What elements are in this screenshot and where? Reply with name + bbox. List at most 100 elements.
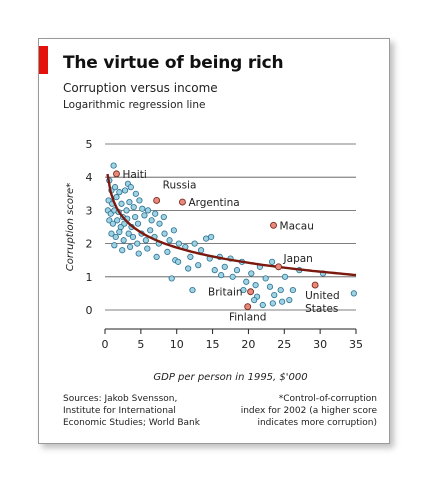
- data-point: [116, 228, 123, 236]
- data-point: [120, 237, 127, 244]
- chart-subtitle: Corruption versus income: [63, 81, 218, 95]
- x-tick-label: 15: [206, 338, 220, 351]
- data-point: [156, 220, 163, 227]
- data-point: [160, 213, 167, 221]
- highlighted-point: [113, 170, 120, 178]
- point-label: Haiti: [122, 169, 146, 181]
- data-point: [197, 247, 205, 254]
- data-point: [268, 258, 276, 265]
- data-point: [279, 298, 286, 305]
- data-point: [185, 265, 192, 272]
- data-point: [175, 258, 182, 265]
- data-point: [191, 240, 198, 247]
- data-point: [129, 233, 137, 241]
- highlighted-point: [179, 198, 186, 206]
- source-line: Sources: Jakob Svensson,: [63, 394, 178, 404]
- point-label: Finland: [229, 312, 267, 324]
- highlighted-point: [153, 196, 161, 204]
- data-point: [161, 230, 168, 237]
- data-point: [126, 199, 133, 206]
- data-point: [203, 235, 210, 242]
- y-axis-title: Corruption score*: [65, 183, 76, 271]
- data-point: [113, 194, 120, 201]
- data-point: [289, 286, 296, 294]
- source-line: Institute for International: [63, 406, 176, 416]
- data-point: [221, 263, 228, 270]
- data-point: [168, 275, 175, 282]
- point-label: Macau: [280, 220, 314, 232]
- data-point: [134, 240, 141, 247]
- data-point: [108, 230, 115, 237]
- y-tick-label: 3: [86, 204, 93, 217]
- y-tick-label: 1: [86, 271, 93, 284]
- data-point: [248, 270, 255, 277]
- data-point: [218, 272, 225, 279]
- data-point: [116, 189, 123, 196]
- data-point: [148, 217, 155, 224]
- data-point: [271, 291, 278, 299]
- data-point: [134, 220, 142, 227]
- y-tick-label: 4: [86, 171, 93, 184]
- data-point: [118, 200, 125, 207]
- data-point: [110, 162, 117, 169]
- data-point: [252, 282, 259, 289]
- y-tick-label: 5: [86, 138, 93, 151]
- data-point: [195, 262, 202, 269]
- source-line: Economic Studies; World Bank: [63, 418, 200, 428]
- highlighted-point: [244, 303, 252, 311]
- brand-tab: [39, 46, 48, 74]
- x-tick-label: 10: [170, 338, 184, 351]
- data-point: [135, 250, 142, 257]
- data-point: [266, 283, 274, 290]
- data-point: [111, 184, 119, 191]
- y-tick-label: 0: [86, 304, 93, 317]
- data-point: [114, 217, 121, 224]
- point-label: States: [305, 303, 338, 315]
- data-point: [262, 275, 269, 282]
- data-point: [121, 220, 128, 227]
- data-point: [281, 273, 289, 280]
- data-point: [240, 286, 247, 294]
- data-point: [277, 286, 284, 294]
- x-tick-label: 5: [137, 338, 144, 351]
- data-point: [350, 290, 357, 297]
- point-label: Britain: [208, 287, 243, 299]
- data-point: [259, 301, 266, 309]
- data-point: [208, 233, 215, 241]
- data-point: [269, 300, 276, 307]
- point-label: Argentina: [188, 197, 239, 209]
- highlighted-point: [311, 281, 319, 289]
- footnote: *Control-of-corruption index for 2002 (a…: [241, 393, 377, 429]
- data-point: [139, 205, 146, 212]
- highlighted-point: [275, 263, 282, 271]
- chart-title: The virtue of being rich: [63, 53, 284, 73]
- data-point: [211, 267, 218, 274]
- data-point: [127, 184, 134, 191]
- data-point: [144, 207, 152, 214]
- data-point: [121, 187, 129, 194]
- data-point: [123, 207, 130, 214]
- data-point: [132, 190, 139, 197]
- data-point: [142, 237, 149, 244]
- point-label: United: [305, 290, 340, 302]
- data-point: [189, 286, 196, 294]
- point-label: Japan: [283, 253, 313, 265]
- data-point: [132, 213, 139, 221]
- chart-card: The virtue of being rich Corruption vers…: [38, 38, 390, 444]
- x-tick-label: 20: [241, 338, 255, 351]
- data-point: [111, 242, 118, 249]
- data-point: [136, 197, 143, 204]
- x-tick-label: 35: [349, 338, 363, 351]
- highlighted-point: [247, 288, 255, 296]
- y-tick-label: 2: [86, 238, 93, 251]
- data-point: [175, 240, 182, 247]
- x-tick-label: 30: [313, 338, 327, 351]
- chart-note: Logarithmic regression line: [63, 99, 206, 111]
- footnote-line: indicates more corruption): [257, 418, 377, 428]
- data-point: [119, 247, 126, 254]
- data-point: [144, 245, 151, 252]
- x-tick-label: 25: [277, 338, 291, 351]
- data-point: [109, 220, 116, 227]
- data-point: [152, 210, 159, 217]
- data-point: [127, 243, 134, 251]
